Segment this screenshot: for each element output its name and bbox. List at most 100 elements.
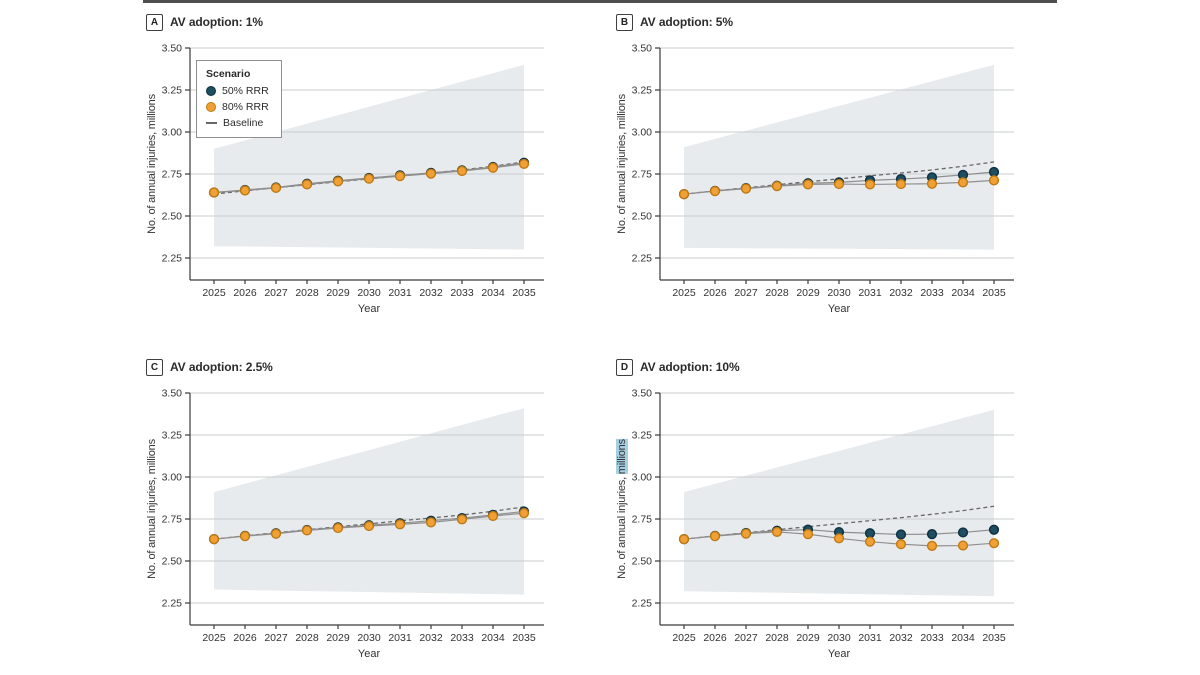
series-marker [864,536,876,547]
y-tick-label: 3.25 [162,85,183,97]
x-tick-label: 2034 [951,632,975,644]
x-axis-title: Year [828,303,851,315]
panel-c-badge: C [146,359,163,376]
series-marker [802,179,814,190]
y-tick-label: 2.75 [632,514,653,526]
series-marker [926,529,938,540]
x-tick-label: 2025 [672,632,696,644]
x-tick-label: 2032 [419,287,443,299]
series-marker [425,517,437,528]
y-tick-label: 2.25 [162,253,183,265]
y-tick-label: 3.25 [632,85,653,97]
series-marker [332,176,344,187]
legend-label-baseline: Baseline [223,117,264,129]
x-tick-label: 2032 [889,287,913,299]
y-tick-label: 2.25 [162,598,183,610]
panel-b-title: AV adoption: 5% [640,15,733,29]
x-tick-label: 2028 [295,632,319,644]
x-axis-title: Year [358,303,381,315]
y-tick-label: 3.00 [632,472,653,484]
top-border-rule [143,0,1057,3]
y-tick-label: 3.50 [632,43,653,55]
legend-marker-80rrr-icon [206,102,216,112]
y-tick-label: 3.50 [162,388,183,400]
y-tick-label: 2.50 [632,211,653,223]
x-tick-label: 2034 [481,287,505,299]
series-marker [895,539,907,550]
ci-band [684,64,994,250]
series-marker [208,187,220,198]
y-tick-label: 2.75 [632,169,653,181]
x-tick-label: 2027 [264,632,288,644]
series-marker [833,178,845,190]
series-marker [802,529,814,540]
legend-marker-50rrr-icon [206,86,216,96]
series-marker [456,514,468,525]
x-tick-label: 2027 [734,632,758,644]
series-marker [363,520,375,532]
x-tick-label: 2033 [920,287,944,299]
x-tick-label: 2026 [703,287,727,299]
series-marker [988,175,1000,186]
series-marker [301,525,313,536]
x-tick-label: 2033 [450,632,474,644]
x-tick-label: 2033 [450,287,474,299]
x-axis-title: Year [828,648,851,660]
y-tick-label: 2.50 [162,556,183,568]
legend-label-50rrr: 50% RRR [222,85,269,97]
series-marker [487,162,499,173]
x-tick-label: 2032 [419,632,443,644]
series-marker [771,526,783,538]
series-marker [988,524,1000,535]
series-marker [957,177,969,188]
series-marker [456,165,468,177]
y-tick-label: 2.75 [162,514,183,526]
series-marker [518,158,530,170]
ci-band [214,64,524,250]
series-marker [239,531,251,542]
legend-title: Scenario [206,68,251,80]
ci-band [684,409,994,597]
series-marker [518,508,530,519]
y-tick-label: 3.50 [162,43,183,55]
x-axis-title: Year [358,648,381,660]
x-tick-label: 2028 [765,632,789,644]
series-marker [895,178,907,190]
series-marker [363,173,375,184]
y-tick-label: 3.25 [632,430,653,442]
x-tick-label: 2029 [796,287,820,299]
series-marker [957,540,969,551]
series-marker [425,168,437,179]
series-marker [394,519,406,530]
series-marker [709,531,721,542]
legend-item-baseline: Baseline [206,115,269,131]
y-tick-label: 2.25 [632,598,653,610]
series-marker [988,166,1000,178]
y-tick-label: 3.25 [162,430,183,442]
ci-band [214,408,524,595]
series-marker [678,189,690,200]
series-marker [487,510,499,522]
x-tick-label: 2030 [827,287,851,299]
legend-item-80rrr: 80% RRR [206,99,269,115]
series-marker [270,182,282,194]
x-tick-label: 2026 [233,287,257,299]
panel-plot-0: 2.25 2.50 2.75 3.00 3.25 3.50 2025 2026 2027 2028… [162,43,544,315]
y-tick-label: 3.00 [632,127,653,139]
x-tick-label: 2030 [357,287,381,299]
x-tick-label: 2034 [481,632,505,644]
panel-d: D AV adoption: 10% No. of annual injurie… [610,347,1080,675]
x-tick-label: 2031 [388,287,412,299]
series-marker [208,534,220,545]
series-marker [926,178,938,189]
x-tick-label: 2029 [796,632,820,644]
x-tick-label: 2026 [233,632,257,644]
series-marker [239,185,251,196]
series-marker [864,179,876,190]
x-tick-label: 2029 [326,287,350,299]
y-tick-label: 2.50 [632,556,653,568]
x-tick-label: 2027 [734,287,758,299]
panel-b-badge: B [616,14,633,31]
series-marker [833,533,845,544]
